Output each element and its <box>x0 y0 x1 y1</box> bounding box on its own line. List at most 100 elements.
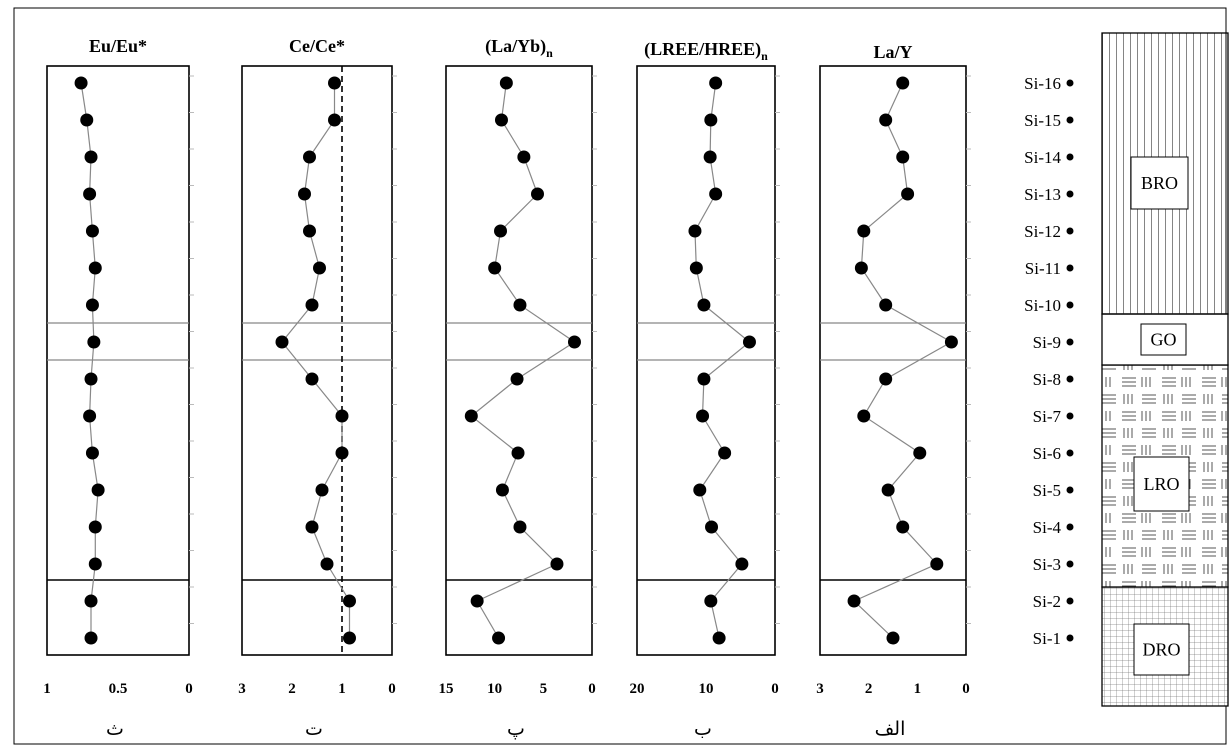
data-point-Si-7 <box>464 409 478 423</box>
x-tick-label: 10 <box>699 681 714 697</box>
data-point-Si-13 <box>709 187 723 201</box>
x-tick-label: 2 <box>288 681 296 697</box>
data-point-Si-10 <box>305 298 319 312</box>
data-point-Si-5 <box>495 483 509 497</box>
panel-title-subscript: n <box>761 49 768 63</box>
data-point-Si-3 <box>930 557 944 571</box>
unit-label-bro: BRO <box>1141 173 1178 193</box>
panel-label: ت <box>305 718 323 740</box>
data-point-Si-5 <box>315 483 329 497</box>
data-point-Si-14 <box>703 150 717 164</box>
data-point-Si-11 <box>689 261 703 275</box>
data-point-Si-14 <box>896 150 910 164</box>
data-point-Si-7 <box>335 409 349 423</box>
sample-label: Si-5 <box>1033 481 1061 500</box>
sample-marker <box>1066 597 1074 605</box>
data-point-Si-1 <box>886 631 900 645</box>
sample-label: Si-6 <box>1033 444 1061 463</box>
x-tick-label: 0 <box>771 681 779 697</box>
x-tick-label: 5 <box>540 681 548 697</box>
data-point-Si-1 <box>343 631 356 645</box>
data-point-Si-4 <box>88 520 102 534</box>
data-point-Si-2 <box>343 594 356 608</box>
data-point-Si-15 <box>704 113 718 127</box>
sample-marker <box>1066 486 1074 494</box>
panel-label: پ <box>507 718 525 740</box>
data-point-Si-5 <box>693 483 707 497</box>
sample-label: Si-4 <box>1033 518 1062 537</box>
data-point-Si-14 <box>84 150 98 164</box>
unit-label-go: GO <box>1151 330 1177 350</box>
data-point-Si-8 <box>84 372 98 386</box>
data-point-Si-2 <box>470 594 484 608</box>
data-point-Si-16 <box>896 76 910 90</box>
data-point-Si-11 <box>88 261 102 275</box>
data-point-Si-4 <box>513 520 527 534</box>
panel-title: La/Y <box>873 42 912 62</box>
x-tick-label: 0 <box>962 681 970 697</box>
data-point-Si-1 <box>712 631 726 645</box>
data-point-Si-13 <box>83 187 97 201</box>
data-point-Si-6 <box>718 446 732 460</box>
chart-panel-3: 15 10 5 0 (La/Yb)n پ <box>439 36 597 740</box>
panel-title: Ce/Ce* <box>289 36 345 56</box>
sample-marker <box>1066 190 1074 198</box>
panel-title-subscript: n <box>546 46 553 60</box>
data-point-Si-14 <box>303 150 316 164</box>
unit-label-box <box>1130 156 1189 210</box>
data-point-Si-8 <box>510 372 524 386</box>
x-tick-label: 10 <box>487 681 502 697</box>
sample-label: Si-1 <box>1033 629 1061 648</box>
data-point-Si-4 <box>705 520 719 534</box>
sample-label: Si-14 <box>1024 148 1061 167</box>
sample-marker <box>1066 375 1074 383</box>
data-point-Si-6 <box>335 446 349 460</box>
sample-label: Si-9 <box>1033 333 1061 352</box>
data-point-Si-15 <box>494 113 508 127</box>
sample-label: Si-7 <box>1033 407 1062 426</box>
data-point-Si-11 <box>488 261 502 275</box>
panel-label: الف <box>875 718 906 740</box>
sample-label: Si-16 <box>1024 74 1061 93</box>
data-point-Si-12 <box>688 224 702 238</box>
data-point-Si-16 <box>499 76 513 90</box>
data-point-Si-1 <box>84 631 98 645</box>
sample-marker <box>1066 301 1074 309</box>
unit-label-lro: LRO <box>1144 474 1180 494</box>
data-point-Si-7 <box>857 409 871 423</box>
data-point-Si-1 <box>492 631 506 645</box>
panel-title: (LREE/HREE)n <box>644 39 768 63</box>
data-point-Si-10 <box>85 298 99 312</box>
data-point-Si-10 <box>513 298 527 312</box>
data-point-Si-6 <box>85 446 99 460</box>
data-point-Si-5 <box>91 483 105 497</box>
x-tick-label: 0 <box>185 681 193 697</box>
sample-label: Si-12 <box>1024 222 1061 241</box>
data-point-Si-3 <box>550 557 564 571</box>
sample-label: Si-10 <box>1024 296 1061 315</box>
series-line <box>470 82 576 639</box>
data-point-Si-13 <box>298 187 311 201</box>
data-point-Si-15 <box>80 113 94 127</box>
data-point-Si-15 <box>879 113 893 127</box>
sample-marker <box>1066 79 1074 87</box>
unit-label-dro: DRO <box>1142 640 1180 660</box>
x-tick-label: 1 <box>914 681 922 697</box>
sample-marker <box>1066 523 1074 531</box>
x-tick-label: 0 <box>588 681 596 697</box>
x-tick-label: 0 <box>388 681 396 697</box>
data-point-Si-7 <box>83 409 97 423</box>
data-point-Si-2 <box>847 594 861 608</box>
data-point-Si-13 <box>530 187 544 201</box>
x-tick-label: 0.5 <box>109 681 128 697</box>
data-point-Si-12 <box>85 224 99 238</box>
data-point-Si-7 <box>696 409 710 423</box>
sample-label: Si-2 <box>1033 592 1061 611</box>
unit-label-box <box>1133 623 1190 676</box>
x-tick-label: 3 <box>238 681 246 697</box>
data-point-Si-5 <box>881 483 895 497</box>
x-tick-label: 1 <box>43 681 51 697</box>
data-point-Si-12 <box>857 224 871 238</box>
data-point-Si-12 <box>494 224 508 238</box>
